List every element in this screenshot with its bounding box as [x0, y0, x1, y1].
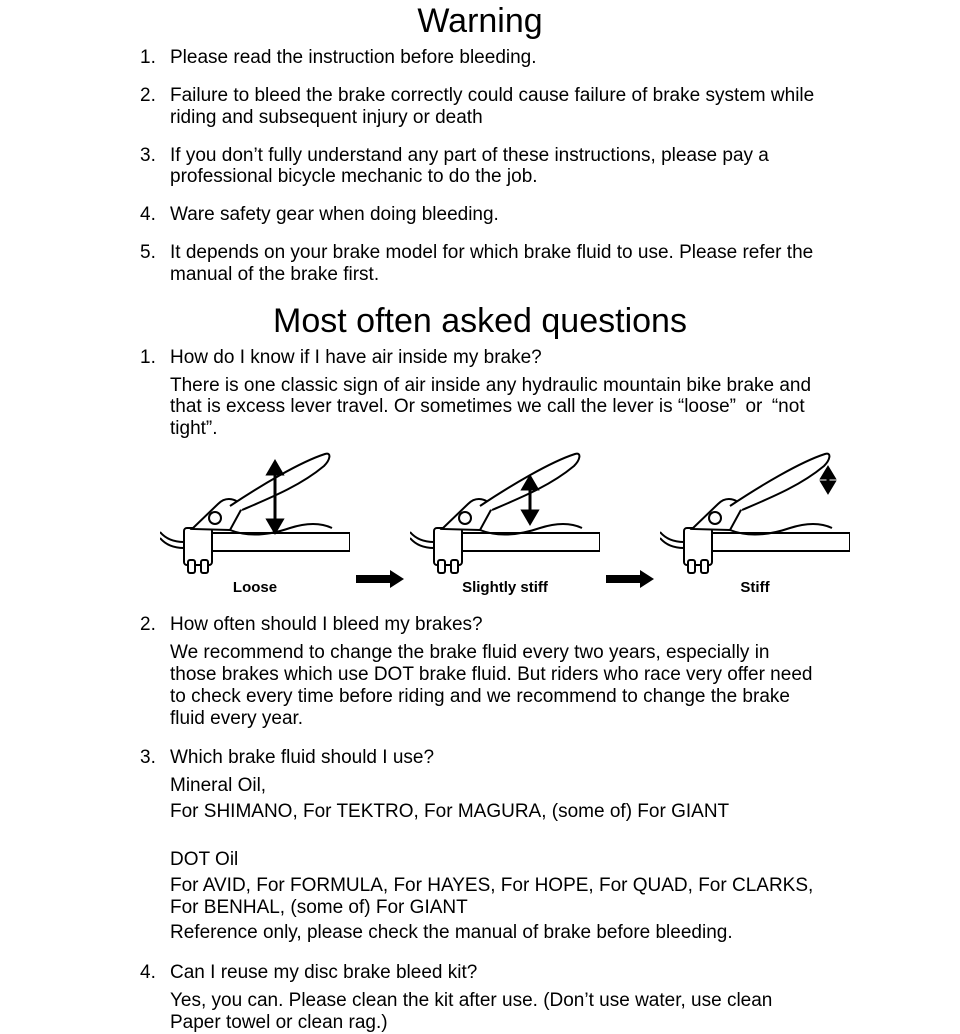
warning-heading: Warning — [140, 2, 820, 41]
faq-item: 3. Which brake fluid should I use? Miner… — [140, 747, 820, 944]
faq-num: 2. — [140, 614, 156, 636]
warning-list: Please read the instruction before bleed… — [140, 47, 820, 286]
warning-item: It depends on your brake model for which… — [140, 242, 820, 286]
faq-num: 1. — [140, 347, 156, 369]
lever-diagram: Loose — [160, 450, 820, 596]
faq-question-text: Which brake fluid should I use? — [170, 747, 434, 768]
lever-slightly-stiff-icon — [410, 450, 600, 575]
diagram-label: Loose — [233, 579, 277, 596]
faq-answer: Mineral Oil, For SHIMANO, For TEKTRO, Fo… — [140, 775, 820, 944]
warning-item: Ware safety gear when doing bleeding. — [140, 204, 820, 226]
warning-item: Failure to bleed the brake correctly cou… — [140, 85, 820, 129]
lever-loose-icon — [160, 450, 350, 575]
faq-answer-para: Mineral Oil, — [170, 775, 820, 797]
faq-answer-para: For AVID, For FORMULA, For HAYES, For HO… — [170, 875, 820, 919]
faq-answer-para: Reference only, please check the manual … — [170, 922, 820, 944]
faq-answer-para: There is one classic sign of air inside … — [170, 375, 820, 441]
document-page: Warning Please read the instruction befo… — [0, 2, 960, 1034]
faq-question: 2. How often should I bleed my brakes? — [140, 614, 820, 636]
faq-item: 1. How do I know if I have air inside my… — [140, 347, 820, 596]
faq-answer-para: For SHIMANO, For TEKTRO, For MAGURA, (so… — [170, 801, 820, 823]
faq-question-text: Can I reuse my disc brake bleed kit? — [170, 962, 477, 983]
diagram-cell-stiff: Stiff — [660, 450, 850, 596]
diagram-label: Stiff — [740, 579, 769, 596]
faq-answer: We recommend to change the brake fluid e… — [140, 642, 820, 729]
faq-question: 4. Can I reuse my disc brake bleed kit? — [140, 962, 820, 984]
faq-num: 3. — [140, 747, 156, 769]
faq-answer-para: Yes, you can. Please clean the kit after… — [170, 990, 820, 1034]
arrow-right-icon — [606, 570, 654, 596]
arrow-right-icon — [356, 570, 404, 596]
faq-heading: Most often asked questions — [140, 302, 820, 341]
warning-item: Please read the instruction before bleed… — [140, 47, 820, 69]
diagram-label: Slightly stiff — [462, 579, 548, 596]
faq-question: 1. How do I know if I have air inside my… — [140, 347, 820, 369]
faq-answer: Yes, you can. Please clean the kit after… — [140, 990, 820, 1034]
blank-line — [170, 827, 820, 845]
faq-question-text: How do I know if I have air inside my br… — [170, 347, 542, 368]
faq-answer: There is one classic sign of air inside … — [140, 375, 820, 441]
faq-item: 2. How often should I bleed my brakes? W… — [140, 614, 820, 729]
diagram-cell-slightly-stiff: Slightly stiff — [410, 450, 600, 596]
faq-answer-para: DOT Oil — [170, 849, 820, 871]
faq-question: 3. Which brake fluid should I use? — [140, 747, 820, 769]
faq-item: 4. Can I reuse my disc brake bleed kit? … — [140, 962, 820, 1034]
warning-item: If you don’t fully understand any part o… — [140, 145, 820, 189]
lever-stiff-icon — [660, 450, 850, 575]
faq-question-text: How often should I bleed my brakes? — [170, 614, 483, 635]
faq-num: 4. — [140, 962, 156, 984]
faq-answer-para: We recommend to change the brake fluid e… — [170, 642, 820, 729]
diagram-cell-loose: Loose — [160, 450, 350, 596]
